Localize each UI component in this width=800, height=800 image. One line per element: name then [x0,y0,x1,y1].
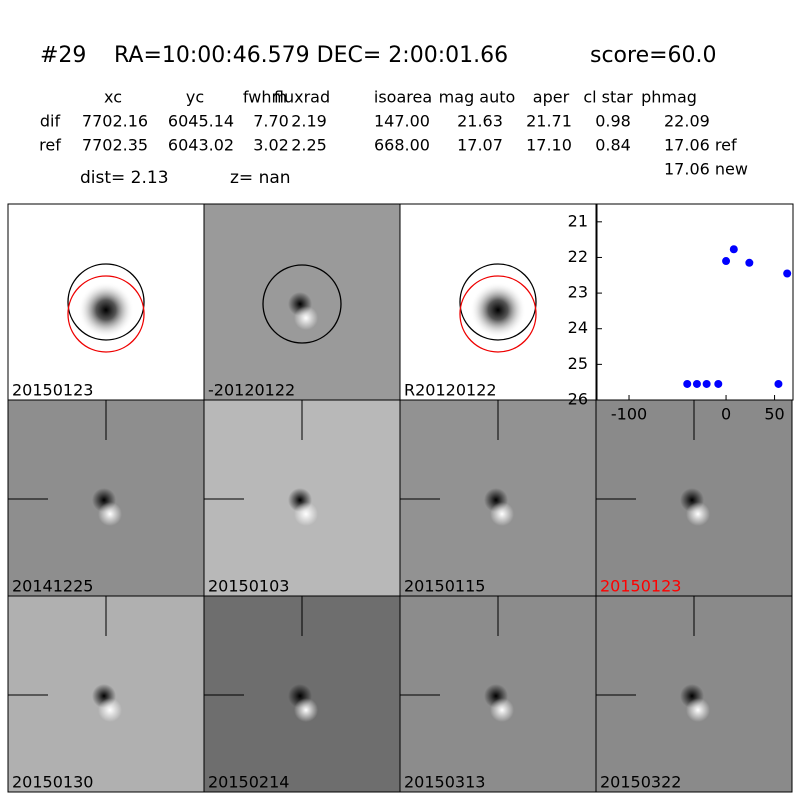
col-header: fwhm [243,88,287,107]
residual-light [490,698,514,722]
panel-label: 20150214 [208,773,289,792]
point [702,379,711,388]
y-tick-label: 21 [568,211,588,230]
residual-light [686,502,710,526]
panel-label: 20150123 [12,381,93,400]
table-cell: 7.70 [253,112,289,131]
table-cell: 7702.35 [82,136,148,155]
col-header: cl star [583,88,633,107]
point [692,379,701,388]
panel-label: 20150313 [404,773,485,792]
x-tick-label: 0 [721,405,731,424]
point [745,258,754,267]
y-tick-label: 26 [568,390,588,409]
table-cell: 6043.02 [168,136,234,155]
residual-light [294,306,318,330]
cand-id: #29 [40,43,86,68]
extra: 17.06 new [664,160,748,179]
col-header: phmag [641,88,697,107]
col-header: isoarea [374,88,432,107]
y-tick-label: 24 [568,318,588,337]
col-header: aper [533,88,570,107]
table-cell: 668.00 [374,136,430,155]
y-tick-label: 23 [568,283,588,302]
table-cell: 17.07 [457,136,503,155]
residual-light [490,502,514,526]
residual-light [686,698,710,722]
panel-label: 20150123 [600,577,681,596]
table-cell: 17.06 ref [664,136,737,155]
panel-label: 20150130 [12,773,93,792]
aperture [262,264,342,344]
coords: RA=10:00:46.579 DEC= 2:00:01.66 [114,43,508,68]
table-cell: 2.19 [291,112,327,131]
score: score=60.0 [590,43,717,68]
table-cell: dif [40,112,61,131]
panel-label: 20150103 [208,577,289,596]
x-tick-label: 50 [764,405,784,424]
star [78,282,134,338]
table-cell: 0.98 [595,112,631,131]
point [783,269,792,278]
table-cell: 7702.16 [82,112,148,131]
col-header: xc [104,88,122,107]
table-cell: 147.00 [374,112,430,131]
table-cell: 21.71 [526,112,572,131]
table-cell: ref [39,136,61,155]
col-header: yc [186,88,204,107]
panel-label: 20150115 [404,577,485,596]
table-cell: 6045.14 [168,112,234,131]
point [729,245,738,254]
plot-area [596,203,794,401]
table-cell: 21.63 [457,112,503,131]
table-cell: 0.84 [595,136,631,155]
residual-light [294,698,318,722]
residual-light [98,698,122,722]
residual-light [98,502,122,526]
panel-label: 20141225 [12,577,93,596]
point [774,379,783,388]
dist: dist= 2.13 [80,168,169,188]
residual-light [294,502,318,526]
col-header: fluxrad [274,88,330,107]
z: z= nan [230,168,291,188]
col-header: mag auto [439,88,516,107]
y-tick-label: 22 [568,247,588,266]
aperture-ref [459,275,537,353]
y-tick-label: 25 [568,354,588,373]
table-cell: 3.02 [253,136,289,155]
table-cell: 17.10 [526,136,572,155]
point [683,379,692,388]
panel-label: 20150322 [600,773,681,792]
point [722,257,731,266]
table-cell: 22.09 [664,112,710,131]
star [470,282,526,338]
table-cell: 2.25 [291,136,327,155]
panel-label: R20120122 [404,381,497,400]
x-tick-label: -100 [611,405,647,424]
aperture-ref [67,275,145,353]
panel-label: -20120122 [208,381,295,400]
point [714,379,723,388]
aperture [67,263,145,341]
aperture [459,263,537,341]
